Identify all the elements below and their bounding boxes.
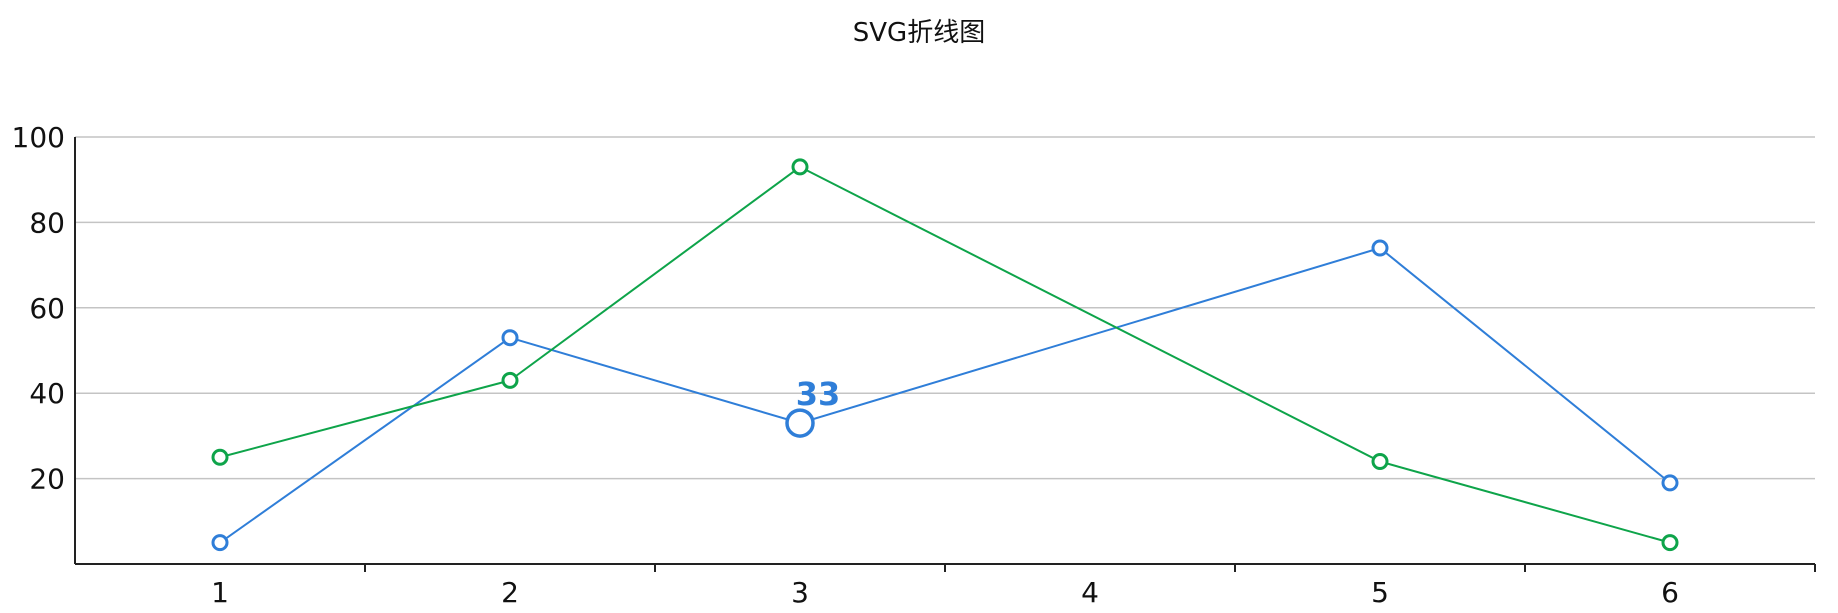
y-tick-label-20: 20	[29, 463, 65, 496]
series-1-point-4	[1371, 239, 1389, 257]
series-2-point-5	[1661, 534, 1679, 552]
y-tick-label-80: 80	[29, 206, 65, 239]
series-1-line	[219, 246, 1671, 544]
x-tick-label-5: 5	[1371, 576, 1389, 609]
x-tick-label-2: 2	[501, 576, 519, 609]
highlight-data-label: 33	[796, 375, 841, 413]
x-tick-label-4: 4	[1081, 576, 1099, 609]
series-2-point-4	[1371, 453, 1389, 471]
chart-title: SVG折线图	[852, 18, 986, 48]
y-tick-label-40: 40	[29, 377, 65, 410]
series-1-point-1	[211, 534, 229, 552]
x-tick-label-3: 3	[791, 576, 809, 609]
series-1-point-2	[501, 329, 519, 347]
x-tick-label-1: 1	[211, 576, 229, 609]
series-2-point-3	[791, 158, 809, 176]
y-tick-label-60: 60	[29, 292, 65, 325]
series-1-point-3	[785, 408, 815, 438]
x-tick-label-6: 6	[1661, 576, 1679, 609]
y-tick-label-100: 100	[12, 121, 65, 154]
series-1-point-5	[1661, 474, 1679, 492]
series-2-point-2	[501, 371, 519, 389]
series-2-line	[219, 165, 1671, 544]
series-2-point-1	[211, 448, 229, 466]
